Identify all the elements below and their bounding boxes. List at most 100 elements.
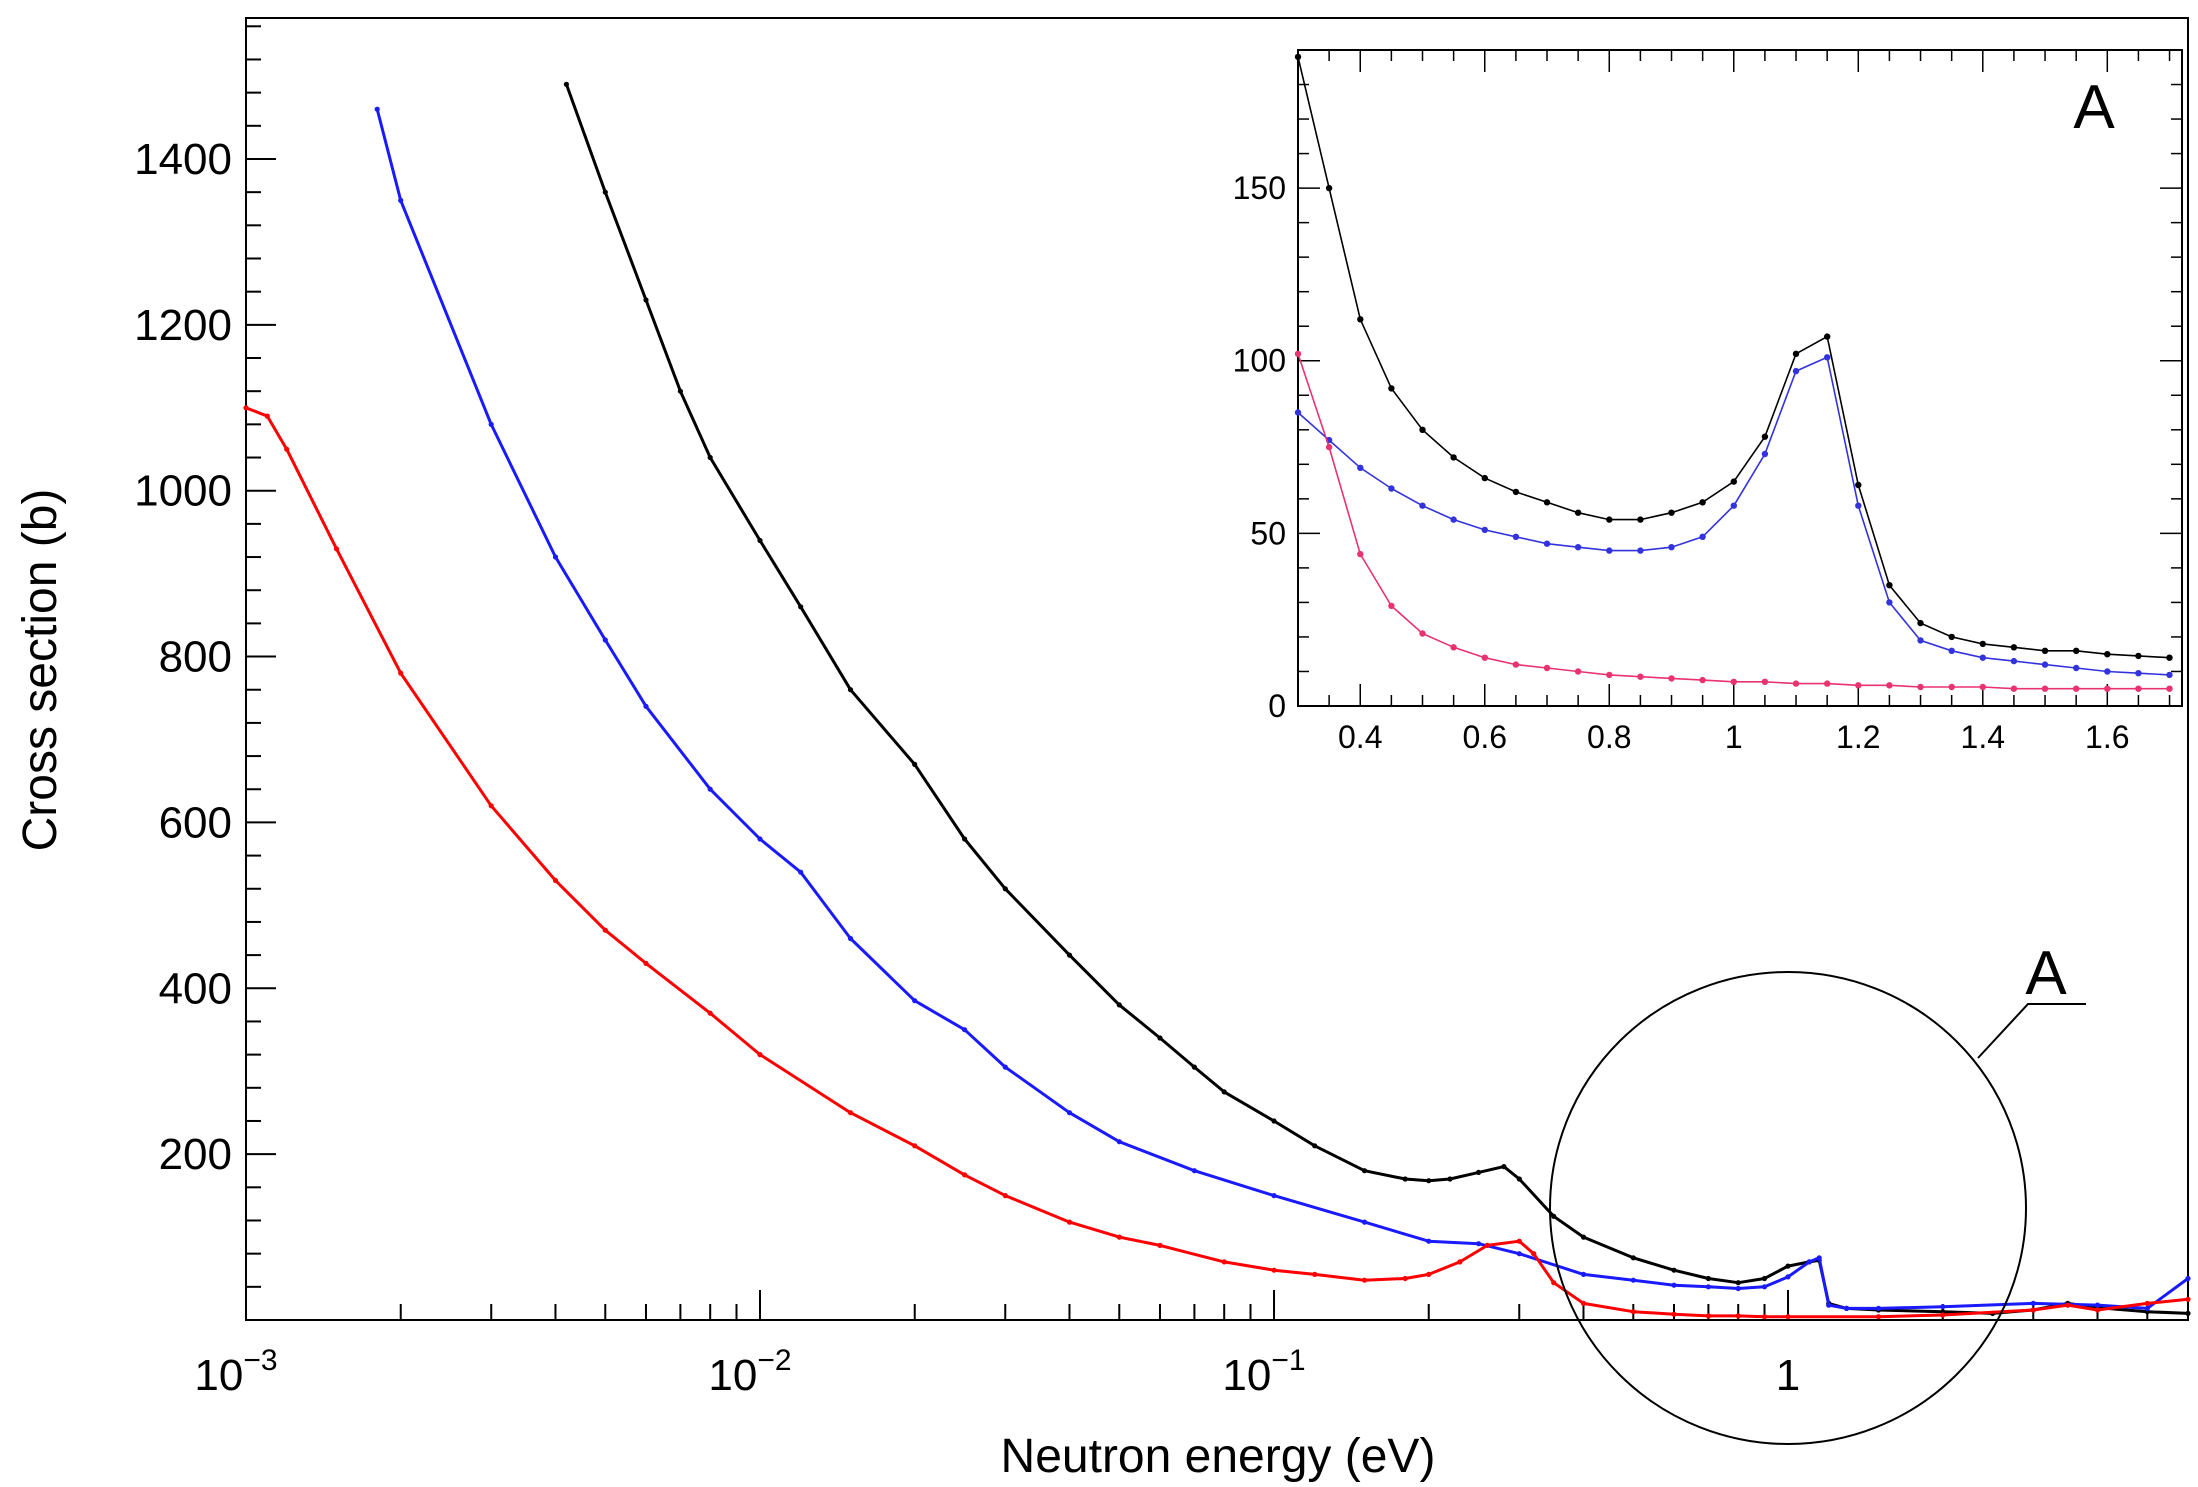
inset-series-1-point: [1761, 450, 1769, 458]
inset-series-2-point: [2135, 685, 2142, 692]
inset-series-0-point: [1294, 53, 1302, 61]
main-series-1-point: [2185, 1275, 2191, 1282]
main-series-group: [243, 81, 2191, 1320]
main-series-2-point: [284, 446, 290, 452]
inset-series-0-point: [1979, 640, 1987, 648]
main-series-0-point: [1447, 1176, 1453, 1182]
y-tick-label: 1200: [134, 301, 232, 350]
main-series-2-point: [1580, 1300, 1587, 1306]
main-series-2-point: [1735, 1313, 1741, 1319]
main-series-1-point: [398, 197, 404, 203]
inset-series-1-point: [1481, 526, 1489, 534]
main-series-line-1: [375, 108, 2189, 1310]
inset-series-1-point: [1855, 502, 1862, 509]
main-series-1-point: [374, 106, 380, 112]
inset-series-2-point: [1792, 680, 1800, 687]
main-series-1-point: [1816, 1255, 1822, 1261]
inset-series-0-point: [2104, 651, 2111, 658]
inset-series-1-point: [1824, 354, 1831, 361]
inset-series-1-point: [1419, 502, 1426, 509]
main-series-0-point: [602, 189, 608, 195]
inset-series-2-point: [1979, 683, 1987, 691]
main-series-1-point: [1516, 1251, 1522, 1257]
inset-series-2-point: [1668, 675, 1675, 682]
y-tick-label: 400: [159, 964, 232, 1013]
main-series-2-point: [1875, 1314, 1882, 1320]
main-series-0-point: [1761, 1275, 1768, 1282]
main-series-0-point: [1501, 1164, 1507, 1170]
main-series-1-point: [1735, 1285, 1741, 1292]
inset-series-0-point: [1606, 516, 1613, 523]
inset-series-2-point: [1419, 630, 1426, 637]
inset-y-tick-label: 150: [1233, 170, 1286, 206]
inset-series-2-point: [2166, 685, 2173, 692]
main-series-2-point: [1785, 1314, 1791, 1320]
main-series-2-point: [552, 877, 559, 884]
inset-panel-label: A: [2073, 73, 2115, 142]
inset-series-2-point: [1543, 664, 1551, 672]
inset-series-0-point: [2041, 647, 2049, 654]
main-series-2-point: [2144, 1300, 2150, 1306]
inset-x-tick-label: 0.8: [1587, 719, 1631, 755]
main-series-0-point: [798, 604, 804, 610]
main-series-1-point: [1116, 1139, 1122, 1145]
main-series-2-point: [847, 1110, 854, 1116]
main-series-0-point: [1221, 1089, 1227, 1095]
main-series-2-point: [1271, 1267, 1277, 1273]
main-series-1-point: [757, 836, 763, 842]
y-tick-label: 1000: [134, 467, 232, 516]
main-series-0-point: [1671, 1267, 1677, 1273]
inset-series-1-point: [1450, 516, 1457, 523]
inset-series-1-point: [1917, 637, 1924, 644]
inset-series-group: [1294, 53, 2173, 692]
inset-series-1-point: [1668, 544, 1675, 551]
main-series-0-point: [1361, 1168, 1368, 1174]
inset-series-0-point: [1730, 478, 1738, 485]
inset-series-1-point: [1574, 544, 1582, 551]
inset-series-1-point: [2041, 661, 2049, 668]
main-series-0-point: [1426, 1178, 1432, 1184]
inset-series-0-point: [1761, 433, 1769, 440]
main-series-0-point: [563, 81, 570, 87]
y-axis-title: Cross section (b): [14, 489, 67, 852]
inset-series-0-point: [1948, 633, 1955, 641]
main-series-2-point: [1002, 1193, 1008, 1199]
inset-series-2-point: [1450, 644, 1457, 651]
main-series-2-point: [1705, 1313, 1711, 1319]
inset-series-2-point: [1637, 673, 1644, 680]
inset-series-1-point: [1606, 547, 1613, 554]
x-tick-label: 10−1: [1222, 1344, 1305, 1400]
inset-y-tick-label: 0: [1268, 688, 1286, 724]
main-series-2-point: [1066, 1219, 1073, 1225]
main-series-1-point: [1191, 1168, 1197, 1174]
inset-series-1-point: [1388, 485, 1395, 492]
main-series-1-point: [2094, 1302, 2101, 1308]
inset-series-2-point: [2073, 685, 2080, 692]
inset-series-0-point: [1512, 488, 1520, 496]
inset-x-tick-label: 0.4: [1338, 719, 1382, 755]
inset-series-2-point: [1886, 682, 1893, 689]
y-tick-label: 800: [159, 633, 232, 682]
main-series-2-point: [2094, 1307, 2101, 1313]
inset-y-tick-label: 100: [1233, 343, 1286, 379]
main-series-1-point: [2144, 1305, 2150, 1311]
callout-leader-line: [1977, 1003, 2086, 1059]
x-tick-label: 10−3: [194, 1344, 277, 1400]
inset-series-2-point: [1512, 661, 1520, 668]
inset-series-0-point: [1917, 619, 1924, 627]
main-series-0-point: [1312, 1143, 1318, 1149]
inset-series-2-point: [2041, 685, 2049, 692]
inset-series-0-point: [1325, 184, 1333, 192]
main-series-1-point: [552, 554, 559, 560]
main-series-2-point: [1940, 1312, 1946, 1318]
main-series-2-point: [602, 927, 608, 933]
main-series-0-point: [1191, 1064, 1197, 1070]
inset-series-0-point: [1481, 474, 1489, 482]
inset-series-1-point: [1886, 599, 1893, 606]
main-series-2-point: [1630, 1309, 1636, 1315]
callout-circle: [1549, 971, 2027, 1445]
inset-series-0-point: [1668, 509, 1675, 516]
x-tick-label: 1: [1776, 1351, 1800, 1400]
main-axis-ticks: [245, 25, 2189, 1320]
main-series-2-point: [1516, 1238, 1522, 1244]
